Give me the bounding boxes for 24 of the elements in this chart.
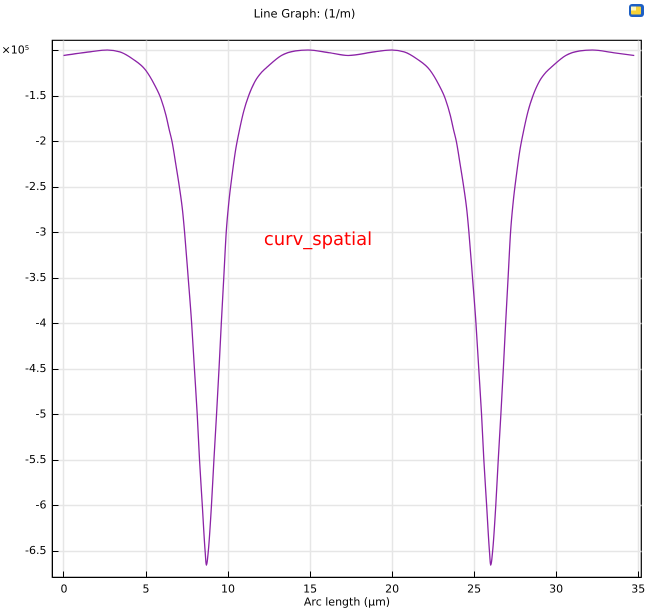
y-tick-label: -3.5 xyxy=(25,271,46,284)
chart-title: Line Graph: (1/m) xyxy=(254,6,356,20)
x-tick-label: 0 xyxy=(60,582,68,596)
x-tick-label: 35 xyxy=(631,582,646,596)
x-axis-title: Arc length (µm) xyxy=(304,596,390,608)
x-tick-label: 25 xyxy=(467,582,482,596)
x-tick-label: 5 xyxy=(142,582,150,596)
y-tick-label: -5.5 xyxy=(25,453,46,466)
y-tick-label: -6.5 xyxy=(25,544,46,558)
y-tick-label: -5 xyxy=(36,408,46,421)
y-tick-label: -3 xyxy=(36,226,46,239)
line-series xyxy=(62,49,635,566)
y-tick-label: -6 xyxy=(36,498,46,512)
x-tick-label: 20 xyxy=(385,582,400,596)
annotation: curv_spatial xyxy=(264,229,372,250)
x-tick-label: 10 xyxy=(221,582,236,596)
y-axis-title: ×10⁵ xyxy=(2,44,30,56)
y-tick-label: -1.5 xyxy=(25,89,46,102)
y-tick-label: -2 xyxy=(36,134,46,148)
y-tick-label: -2.5 xyxy=(25,180,46,194)
y-tick-label: -4.5 xyxy=(25,362,46,376)
x-tick-label: 15 xyxy=(303,582,318,596)
y-tick-label: -4 xyxy=(36,316,46,330)
x-tick-label: 30 xyxy=(549,582,564,596)
